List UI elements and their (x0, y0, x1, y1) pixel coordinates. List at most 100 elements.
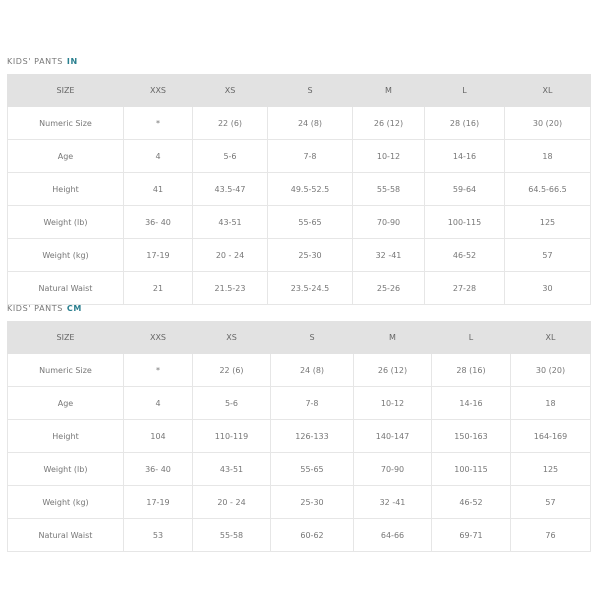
section-title-in: KIDS' PANTS IN (7, 57, 78, 66)
table-cell: 32 -41 (353, 485, 432, 519)
title-text: KIDS' PANTS (7, 304, 63, 313)
row-label: Numeric Size (7, 353, 124, 387)
table-cell: 30 (20) (510, 353, 591, 387)
table-cell: 24 (8) (267, 106, 353, 140)
table-cell: 20 - 24 (192, 238, 268, 272)
title-text: KIDS' PANTS (7, 57, 63, 66)
column-header: M (352, 74, 425, 107)
table-cell: 43-51 (192, 205, 268, 239)
column-header: SIZE (7, 321, 124, 354)
table-cell: 70-90 (352, 205, 425, 239)
table-cell: 25-30 (267, 238, 353, 272)
size-table-in: SIZE XXS XS S M L XL Numeric Size * 22 (6) 24 (8) 2… (7, 74, 591, 305)
table-cell: 55-58 (352, 172, 425, 206)
column-header: XS (192, 74, 268, 107)
table-cell: * (123, 106, 193, 140)
table-cell: 28 (16) (431, 353, 511, 387)
table-cell: 140-147 (353, 419, 432, 453)
section-title-cm: KIDS' PANTS CM (7, 304, 82, 313)
table-cell: 21.5-23 (192, 271, 268, 305)
table-cell: 4 (123, 386, 193, 420)
column-header: XL (510, 321, 591, 354)
table-cell: 43-51 (192, 452, 271, 486)
table-cell: 30 (20) (504, 106, 591, 140)
table-cell: 76 (510, 518, 591, 552)
table-cell: 22 (6) (192, 353, 271, 387)
table-cell: 21 (123, 271, 193, 305)
table-cell: 46-52 (431, 485, 511, 519)
table-row: Numeric Size * 22 (6) 24 (8) 26 (12) 28 (16) 3… (7, 353, 591, 387)
table-cell: 7-8 (270, 386, 354, 420)
table-row: Height 104 110-119 126-133 140-147 150-163 164… (7, 419, 591, 453)
table-cell: 5-6 (192, 386, 271, 420)
table-cell: 57 (504, 238, 591, 272)
row-label: Natural Waist (7, 518, 124, 552)
table-cell: 32 -41 (352, 238, 425, 272)
row-label: Age (7, 386, 124, 420)
table-row: Numeric Size * 22 (6) 24 (8) 26 (12) 28 (16) 3… (7, 106, 591, 140)
table-cell: 14-16 (424, 139, 505, 173)
column-header: XXS (123, 74, 193, 107)
table-cell: 125 (504, 205, 591, 239)
column-header: S (270, 321, 354, 354)
table-cell: * (123, 353, 193, 387)
table-cell: 49.5-52.5 (267, 172, 353, 206)
table-row: Weight (lb) 36- 40 43-51 55-65 70-90 100-115 1… (7, 452, 591, 486)
table-cell: 150-163 (431, 419, 511, 453)
table-cell: 10-12 (352, 139, 425, 173)
table-cell: 28 (16) (424, 106, 505, 140)
column-header: M (353, 321, 432, 354)
table-row: Age 4 5-6 7-8 10-12 14-16 18 (7, 139, 591, 173)
unit-label: IN (66, 57, 78, 66)
column-header: S (267, 74, 353, 107)
table-cell: 26 (12) (353, 353, 432, 387)
table-cell: 22 (6) (192, 106, 268, 140)
row-label: Weight (lb) (7, 452, 124, 486)
row-label: Numeric Size (7, 106, 124, 140)
table-cell: 104 (123, 419, 193, 453)
table-cell: 55-58 (192, 518, 271, 552)
table-cell: 55-65 (267, 205, 353, 239)
table-cell: 18 (510, 386, 591, 420)
table-cell: 10-12 (353, 386, 432, 420)
table-cell: 125 (510, 452, 591, 486)
row-label: Weight (kg) (7, 485, 124, 519)
table-cell: 7-8 (267, 139, 353, 173)
table-cell: 17-19 (123, 485, 193, 519)
table-cell: 36- 40 (123, 205, 193, 239)
table-cell: 60-62 (270, 518, 354, 552)
size-table-cm: SIZE XXS XS S M L XL Numeric Size * 22 (6) 24 (8) 2… (7, 321, 591, 552)
table-cell: 64-66 (353, 518, 432, 552)
table-row: Height 41 43.5-47 49.5-52.5 55-58 59-64 64.5-6… (7, 172, 591, 206)
table-row: Natural Waist 53 55-58 60-62 64-66 69-71 76 (7, 518, 591, 552)
table-cell: 27-28 (424, 271, 505, 305)
header-row: SIZE XXS XS S M L XL (7, 74, 591, 107)
table-cell: 110-119 (192, 419, 271, 453)
table-cell: 46-52 (424, 238, 505, 272)
table-cell: 164-169 (510, 419, 591, 453)
row-label: Height (7, 172, 124, 206)
table-cell: 25-26 (352, 271, 425, 305)
table-cell: 43.5-47 (192, 172, 268, 206)
table-cell: 64.5-66.5 (504, 172, 591, 206)
table-cell: 69-71 (431, 518, 511, 552)
table-cell: 14-16 (431, 386, 511, 420)
table-cell: 5-6 (192, 139, 268, 173)
table-cell: 100-115 (431, 452, 511, 486)
column-header: XL (504, 74, 591, 107)
table-cell: 4 (123, 139, 193, 173)
table-row: Natural Waist 21 21.5-23 23.5-24.5 25-26 27-2… (7, 271, 591, 305)
table-cell: 18 (504, 139, 591, 173)
table-cell: 24 (8) (270, 353, 354, 387)
row-label: Weight (lb) (7, 205, 124, 239)
table-row: Age 4 5-6 7-8 10-12 14-16 18 (7, 386, 591, 420)
table-cell: 100-115 (424, 205, 505, 239)
column-header: XS (192, 321, 271, 354)
table-cell: 23.5-24.5 (267, 271, 353, 305)
table-cell: 59-64 (424, 172, 505, 206)
column-header: L (424, 74, 505, 107)
row-label: Weight (kg) (7, 238, 124, 272)
table-cell: 57 (510, 485, 591, 519)
column-header: L (431, 321, 511, 354)
table-cell: 36- 40 (123, 452, 193, 486)
